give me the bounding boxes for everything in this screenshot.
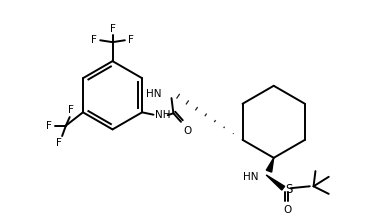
Text: F: F	[128, 35, 134, 45]
Text: F: F	[109, 24, 115, 34]
Text: F: F	[68, 105, 74, 115]
Text: O: O	[283, 205, 291, 215]
Polygon shape	[266, 158, 274, 172]
Text: NH: NH	[155, 110, 171, 120]
Text: F: F	[46, 121, 52, 131]
Text: HN: HN	[145, 89, 161, 99]
Text: F: F	[56, 138, 62, 148]
Text: F: F	[91, 35, 97, 45]
Text: HN: HN	[243, 172, 258, 182]
Text: O: O	[184, 126, 192, 136]
Polygon shape	[266, 175, 285, 190]
Text: S: S	[285, 183, 292, 196]
